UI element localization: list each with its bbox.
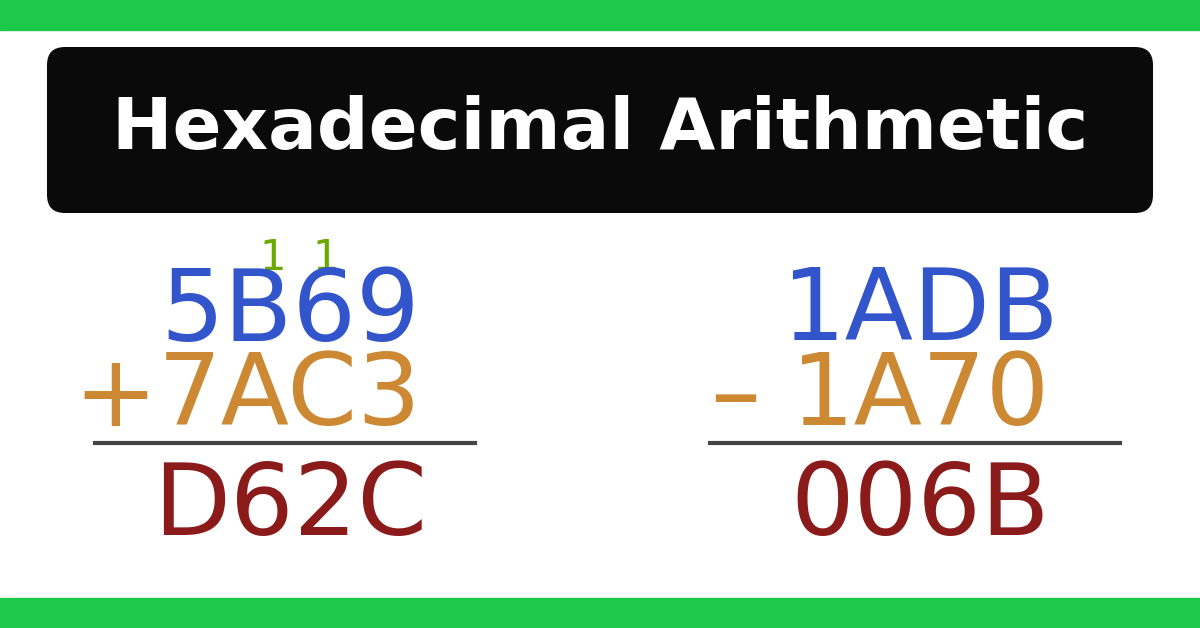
- Text: 1A70: 1A70: [791, 350, 1050, 447]
- Text: +: +: [73, 350, 157, 447]
- Text: Hexadecimal Arithmetic: Hexadecimal Arithmetic: [112, 95, 1088, 165]
- Text: 5B69: 5B69: [160, 264, 420, 362]
- FancyBboxPatch shape: [47, 47, 1153, 213]
- Text: 006B: 006B: [790, 460, 1050, 556]
- Text: 7AC3: 7AC3: [158, 350, 422, 447]
- Text: 1ADB: 1ADB: [781, 264, 1058, 362]
- Text: 1  1: 1 1: [260, 237, 340, 279]
- Text: D62C: D62C: [152, 460, 427, 556]
- Text: –: –: [710, 350, 760, 447]
